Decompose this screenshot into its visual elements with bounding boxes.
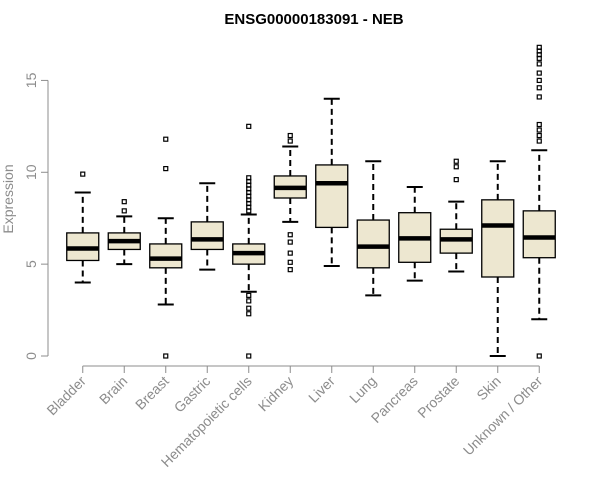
outlier-point: [246, 305, 252, 311]
box-group: [190, 182, 224, 271]
y-tick-label: 5: [23, 260, 39, 268]
chart-title: ENSG00000183091 - NEB: [224, 11, 403, 28]
box-iqr: [522, 210, 556, 259]
outlier-point: [287, 232, 293, 238]
box-group: [439, 158, 473, 273]
y-tick-label: 0: [23, 352, 39, 360]
outlier-point: [246, 353, 252, 359]
outlier-point: [536, 94, 542, 100]
x-tick-label: Lung: [346, 373, 379, 406]
box-iqr: [315, 164, 349, 229]
outlier-point: [536, 44, 542, 50]
box-group: [107, 199, 141, 266]
outlier-point: [246, 123, 252, 129]
boxplot-series: [66, 44, 556, 359]
x-tick-label: Breast: [132, 373, 172, 413]
outlier-point: [246, 311, 252, 317]
outlier-point: [246, 175, 252, 181]
box-group: [315, 97, 349, 267]
outlier-point: [80, 171, 86, 177]
box-group: [273, 132, 307, 273]
outlier-point: [453, 177, 459, 183]
box-iqr: [149, 243, 183, 269]
outlier-point: [163, 166, 169, 172]
x-tick-label: Bladder: [43, 373, 89, 419]
outlier-point: [536, 138, 542, 144]
outlier-point: [163, 136, 169, 142]
outlier-point: [536, 132, 542, 139]
outlier-point: [536, 353, 542, 359]
x-tick-label: Kidney: [255, 373, 297, 415]
outlier-point: [536, 70, 542, 76]
box-iqr: [356, 219, 390, 269]
outlier-point: [536, 77, 542, 84]
outlier-point: [287, 239, 293, 245]
box-iqr: [190, 221, 224, 251]
outlier-point: [287, 132, 293, 139]
box-group: [481, 160, 515, 357]
box-group: [66, 171, 100, 284]
outlier-point: [246, 298, 252, 304]
outlier-point: [287, 267, 293, 273]
y-axis-label: Expression: [0, 164, 16, 233]
outlier-point: [536, 61, 542, 67]
outlier-point: [287, 250, 293, 256]
outlier-point: [453, 164, 459, 170]
x-tick-label: Brain: [96, 373, 130, 407]
y-tick-label: 10: [23, 164, 39, 180]
box-group: [522, 44, 556, 359]
y-axis: 0 5 10 15: [23, 72, 49, 360]
outlier-point: [287, 259, 293, 265]
x-tick-label: Unknown / Other: [460, 373, 546, 459]
outlier-point: [287, 138, 293, 144]
y-tick-label: 15: [23, 72, 39, 88]
x-tick-label: Liver: [305, 373, 338, 406]
x-tick-label: Skin: [473, 373, 504, 404]
outlier-point: [163, 353, 169, 359]
outlier-point: [121, 199, 127, 205]
outlier-point: [536, 121, 542, 128]
box-group: [356, 160, 390, 297]
outlier-point: [246, 292, 252, 298]
outlier-point: [536, 127, 542, 133]
box-group: [398, 185, 432, 282]
outlier-point: [536, 85, 542, 91]
outlier-point: [121, 208, 127, 214]
box-iqr: [481, 199, 515, 278]
x-tick-label: Prostate: [414, 373, 462, 421]
box-group: [149, 136, 183, 359]
outlier-point: [453, 158, 459, 164]
box-group: [232, 123, 266, 359]
